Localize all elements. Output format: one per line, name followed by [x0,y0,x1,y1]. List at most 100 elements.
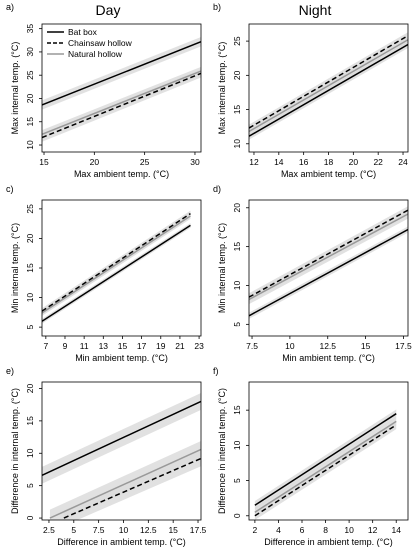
x-tick-label: 17.5 [395,341,412,351]
y-tick-label: 35 [25,24,35,34]
y-tick-label: 10 [25,140,35,150]
x-tick-label: 2 [253,525,258,535]
x-tick-label: 4 [276,525,281,535]
panel-f: 2 4 6 8 10 12 14 0 5 10 15 Difference in ambient te… [213,366,409,547]
series-line-natural-hollow [49,448,201,519]
plot-area [249,206,408,319]
y-tick-label: 5 [232,322,242,327]
y-tick-label: 20 [232,203,242,213]
x-tick-label: 21 [175,341,185,351]
y-axis-label: Min internal temp. (°C) [217,223,227,313]
plot-area [42,210,191,324]
panel-tag: a) [6,2,14,12]
series-line-natural-hollow [42,215,191,314]
x-tick-label: 14 [274,157,284,167]
column-title-day: Day [96,2,121,18]
y-tick-label: 10 [25,448,35,458]
x-tick-label: 19 [156,341,166,351]
plot-area [42,393,201,520]
series-line-chainsaw-hollow [254,424,397,517]
y-tick-label: 25 [25,204,35,214]
y-tick-label: 10 [232,280,242,290]
y-tick-label: 10 [232,440,242,450]
x-tick-label: 10 [119,525,129,535]
panel-d: 7.5 10 12.5 15 17.5 5 10 15 20 Min ambient temp. … [213,184,412,363]
x-tick-label: 14 [391,525,401,535]
x-tick-label: 18 [324,157,334,167]
x-tick-label: 16 [299,157,309,167]
x-tick-label: 9 [63,341,68,351]
y-tick-label: 15 [232,242,242,252]
y-tick-label: 15 [232,405,242,415]
x-tick-label: 15 [118,341,128,351]
y-tick-label: 0 [25,515,35,520]
x-axis-label: Min ambient temp. (°C) [282,353,375,363]
y-tick-label: 5 [25,483,35,488]
x-tick-label: 12.5 [140,525,157,535]
x-axis-label: Difference in ambient temp. (°C) [264,537,392,547]
x-axis-label: Min ambient temp. (°C) [75,353,168,363]
panel-tag: e) [6,366,14,376]
series-line-bat-box [42,224,191,322]
plot-frame [248,199,409,337]
x-tick-label: 25 [140,157,150,167]
y-tick-label: 25 [25,70,35,80]
x-tick-label: 23 [194,341,204,351]
x-tick-label: 12 [249,157,259,167]
series-line-bat-box [249,228,408,317]
x-tick-label: 30 [190,157,200,167]
y-axis-label: Min internal temp. (°C) [10,223,20,313]
x-tick-label: 15 [39,157,49,167]
series-line-chainsaw-hollow [42,72,201,139]
series-line-chainsaw-hollow [249,34,408,129]
x-tick-label: 12 [368,525,378,535]
y-tick-label: 25 [232,36,242,46]
x-tick-label: 17 [137,341,147,351]
series-line-natural-hollow [249,39,408,133]
y-tick-label: 20 [232,70,242,80]
plot-area [254,409,397,520]
plot-frame [41,381,202,521]
legend-label: Chainsaw hollow [68,38,133,48]
plot-frame [248,381,409,521]
x-tick-label: 7 [43,341,48,351]
series-line-bat-box [249,43,408,137]
panel-tag: f) [213,366,219,376]
plot-frame [41,23,202,153]
y-tick-label: 5 [25,324,35,329]
x-tick-label: 2.5 [43,525,55,535]
y-tick-label: 20 [25,383,35,393]
y-tick-label: 20 [25,233,35,243]
y-tick-label: 10 [232,139,242,149]
y-tick-label: 15 [25,416,35,426]
series-line-natural-hollow [254,420,397,513]
legend-label: Bat box [68,27,98,37]
series-line-chainsaw-hollow [249,209,408,298]
series-line-bat-box [42,400,201,476]
panel-tag: d) [213,184,221,194]
panel-b: 12 14 16 18 20 22 24 10 15 20 25 Max ambient temp. … [213,2,409,179]
x-tick-label: 7.5 [93,525,105,535]
x-axis-label: Max ambient temp. (°C) [281,169,376,179]
x-tick-label: 10 [285,341,295,351]
y-tick-label: 20 [25,93,35,103]
x-axis-label: Max ambient temp. (°C) [74,169,169,179]
panel-tag: c) [6,184,14,194]
y-tick-label: 15 [25,263,35,273]
series-line-chainsaw-hollow [63,457,201,519]
column-title-night: Night [299,2,332,18]
x-tick-label: 20 [90,157,100,167]
y-tick-label: 15 [232,105,242,115]
legend-label: Natural hollow [68,49,123,59]
x-tick-label: 6 [300,525,305,535]
x-tick-label: 12.5 [319,341,336,351]
series-line-bat-box [42,40,201,106]
y-tick-label: 10 [25,293,35,303]
plot-area [42,37,201,142]
series-line-natural-hollow [42,70,201,136]
x-tick-label: 15 [168,525,178,535]
y-tick-label: 30 [25,47,35,57]
panel-tag: b) [213,2,221,12]
